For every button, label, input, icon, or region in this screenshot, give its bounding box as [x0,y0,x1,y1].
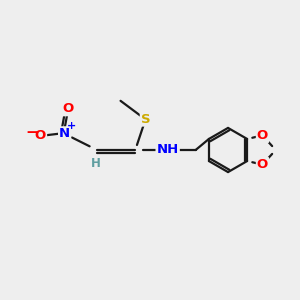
Text: S: S [141,112,150,126]
Text: NH: NH [157,143,179,157]
Text: O: O [62,102,73,115]
Text: N: N [59,127,70,140]
Text: O: O [257,129,268,142]
Text: H: H [91,157,100,170]
Text: +: + [67,121,76,130]
Text: −: − [25,125,38,140]
Text: O: O [35,129,46,142]
Text: O: O [257,158,268,171]
